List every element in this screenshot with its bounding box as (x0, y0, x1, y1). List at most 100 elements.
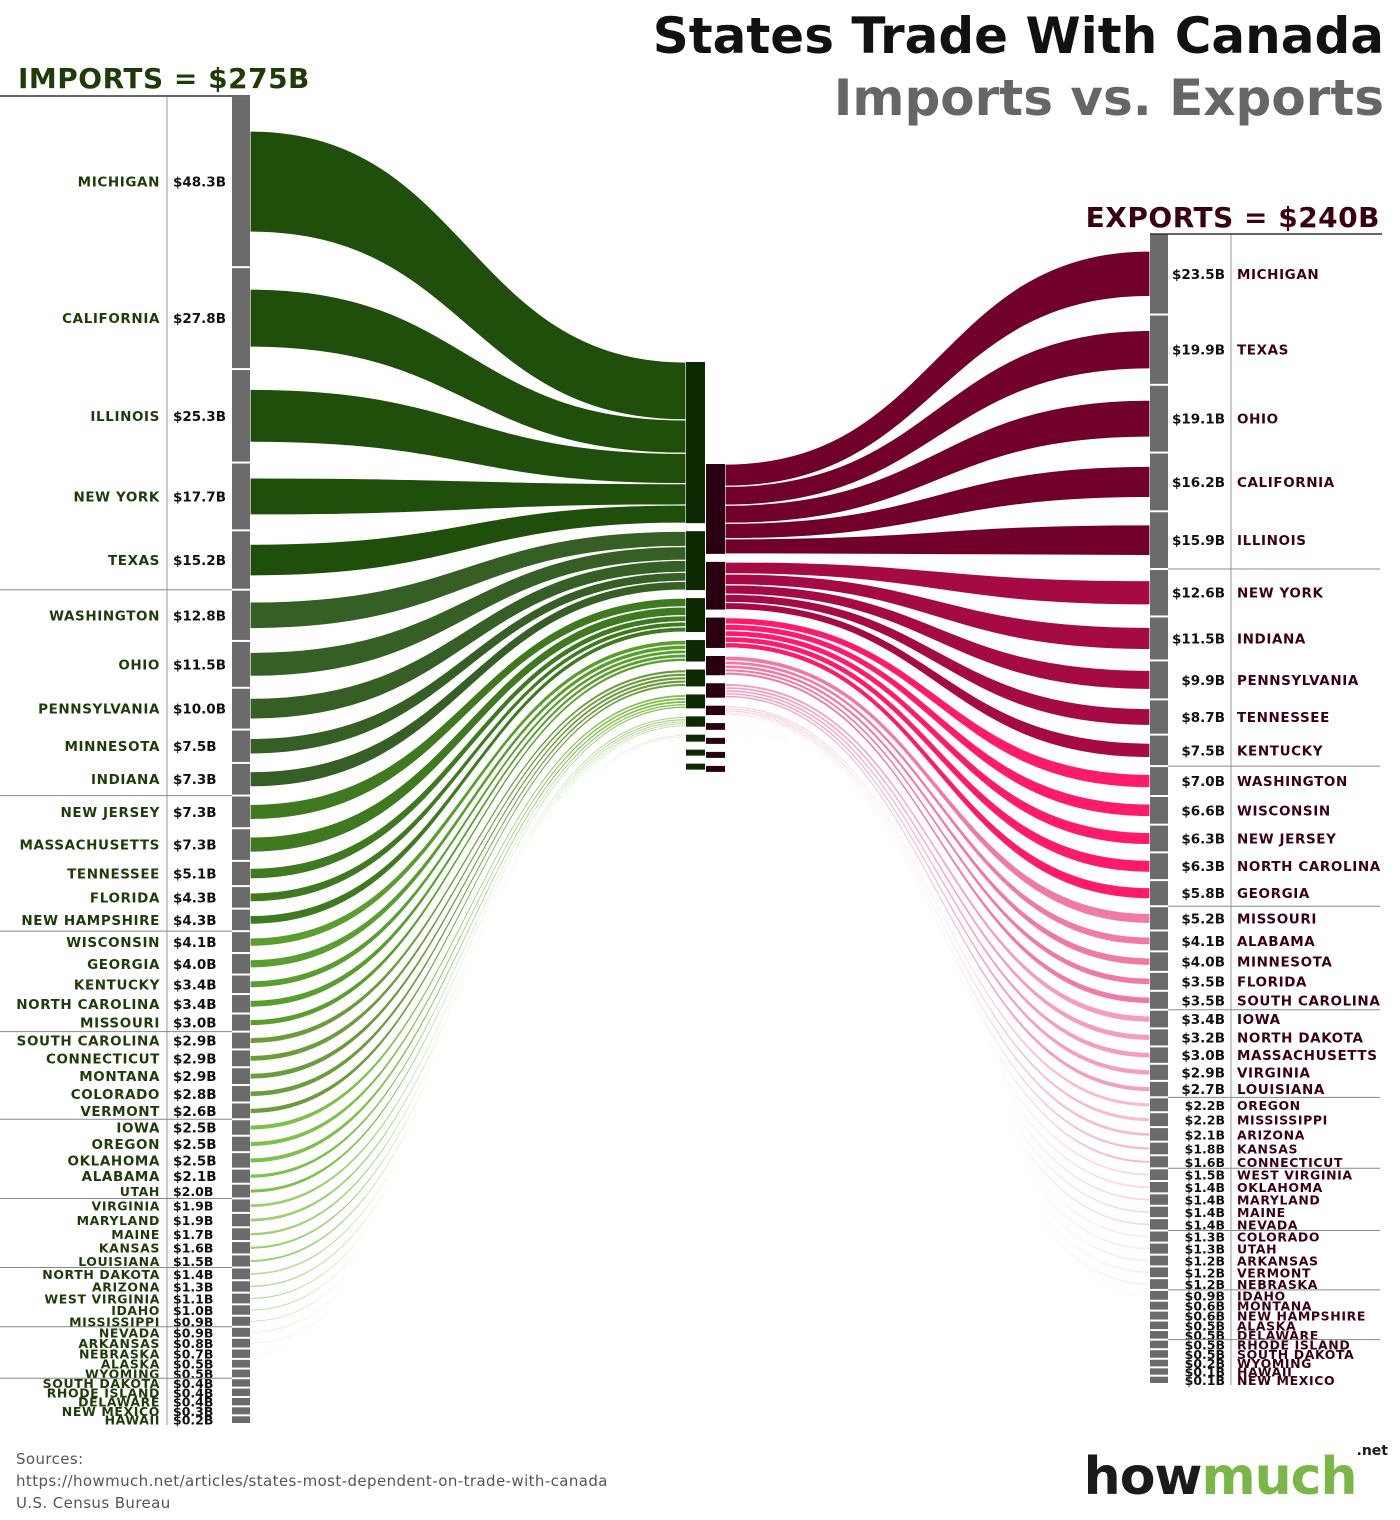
import-value-tennessee: $5.1B (173, 867, 217, 883)
import-state-florida: FLORIDA (90, 890, 160, 906)
import-mid-block-9 (686, 749, 705, 756)
export-state-michigan: MICHIGAN (1237, 267, 1319, 283)
export-state-mississippi: MISSISSIPPI (1237, 1113, 1328, 1128)
import-bar-rhode-island (232, 1388, 250, 1396)
import-bar-louisiana (232, 1255, 250, 1267)
import-bar-new-mexico (232, 1407, 250, 1415)
import-bar-washington (232, 590, 250, 640)
export-bar-maine (1150, 1206, 1168, 1218)
export-bar-georgia (1150, 881, 1168, 906)
import-value-hawaii: $0.2B (173, 1413, 213, 1428)
export-value-mississippi: $2.2B (1185, 1113, 1225, 1128)
export-state-new-hampshire: NEW HAMPSHIRE (1237, 1309, 1366, 1324)
import-value-new-hampshire: $4.3B (173, 913, 217, 929)
export-bar-indiana (1150, 617, 1168, 660)
export-state-rhode-island: RHODE ISLAND (1237, 1337, 1350, 1352)
export-value-california: $16.2B (1172, 475, 1225, 491)
export-state-tennessee: TENNESSEE (1237, 710, 1330, 726)
import-bar-illinois (232, 370, 250, 462)
import-state-new-york: NEW YORK (73, 489, 160, 505)
sources-heading: Sources: (16, 1450, 84, 1468)
export-value-oklahoma: $1.4B (1185, 1180, 1225, 1195)
export-value-maryland: $1.4B (1185, 1193, 1225, 1208)
export-bar-iowa (1150, 1010, 1168, 1028)
import-value-nevada: $0.9B (173, 1325, 213, 1340)
import-state-hawaii: HAWAII (105, 1413, 160, 1428)
export-state-alabama: ALABAMA (1237, 934, 1315, 950)
import-state-new-mexico: NEW MEXICO (62, 1404, 160, 1419)
export-bar-wyoming (1150, 1359, 1168, 1367)
export-value-virginia: $2.9B (1181, 1065, 1225, 1081)
import-state-wyoming: WYOMING (85, 1366, 160, 1381)
export-mid-block-5 (706, 683, 725, 698)
export-bar-alaska (1150, 1321, 1168, 1330)
export-state-pennsylvania: PENNSYLVANIA (1237, 673, 1359, 689)
import-value-wyoming: $0.5B (173, 1366, 213, 1381)
export-value-hawaii: $0.1B (1185, 1365, 1225, 1380)
import-value-new-york: $17.7B (173, 489, 226, 505)
import-flow-missouri (249, 657, 687, 1027)
export-value-montana: $0.6B (1185, 1299, 1225, 1314)
import-bar-massachusetts (232, 829, 250, 860)
import-state-alaska: ALASKA (101, 1357, 160, 1372)
import-value-nebraska: $0.7B (173, 1347, 213, 1362)
import-bar-florida (232, 887, 250, 908)
export-value-pennsylvania: $9.9B (1181, 673, 1225, 689)
import-value-new-mexico: $0.3B (173, 1404, 213, 1419)
import-bar-alabama (232, 1169, 250, 1183)
import-value-massachusetts: $7.3B (173, 838, 217, 854)
export-value-louisiana: $2.7B (1181, 1082, 1225, 1098)
import-bar-iowa (232, 1120, 250, 1135)
export-value-illinois: $15.9B (1172, 533, 1225, 549)
import-value-michigan: $48.3B (173, 175, 226, 191)
import-value-oklahoma: $2.5B (173, 1153, 217, 1169)
export-value-arizona: $2.1B (1185, 1127, 1225, 1142)
import-value-washington: $12.8B (173, 608, 226, 624)
import-bar-minnesota (232, 730, 250, 762)
export-bar-south-dakota (1150, 1350, 1168, 1358)
import-state-nevada: NEVADA (99, 1325, 160, 1340)
export-state-nevada: NEVADA (1237, 1217, 1298, 1232)
import-state-massachusetts: MASSACHUSETTS (19, 838, 160, 854)
import-state-texas: TEXAS (108, 553, 160, 569)
export-state-texas: TEXAS (1237, 343, 1289, 359)
source-agency: U.S. Census Bureau (16, 1494, 171, 1512)
source-url: https://howmuch.net/articles/states-most… (16, 1472, 608, 1490)
import-value-south-dakota: $0.4B (173, 1376, 213, 1391)
export-value-michigan: $23.5B (1172, 267, 1225, 283)
import-bar-kansas (232, 1242, 250, 1254)
import-bar-wisconsin (232, 932, 250, 953)
import-state-maine: MAINE (111, 1227, 160, 1242)
import-mid-block-8 (686, 734, 705, 742)
export-mid-block-2 (706, 561, 725, 610)
export-bar-colorado (1150, 1231, 1168, 1242)
export-value-new-hampshire: $0.6B (1185, 1309, 1225, 1324)
import-state-arizona: ARIZONA (92, 1279, 160, 1294)
export-value-new-mexico: $0.1B (1185, 1373, 1225, 1388)
export-bar-vermont (1150, 1267, 1168, 1278)
import-bar-connecticut (232, 1050, 250, 1067)
import-bar-new-jersey (232, 796, 250, 828)
export-state-utah: UTAH (1237, 1242, 1277, 1257)
export-value-new-york: $12.6B (1172, 586, 1225, 602)
import-state-illinois: ILLINOIS (90, 409, 160, 425)
chart-title: States Trade With Canada (652, 7, 1384, 65)
import-value-new-jersey: $7.3B (173, 805, 217, 821)
import-state-iowa: IOWA (116, 1120, 160, 1136)
export-state-florida: FLORIDA (1237, 974, 1307, 990)
import-bar-new-york (232, 463, 250, 530)
import-bar-california (232, 268, 250, 369)
import-value-rhode-island: $0.4B (173, 1385, 213, 1400)
import-state-pennsylvania: PENNSYLVANIA (38, 702, 160, 718)
export-bar-utah (1150, 1243, 1168, 1254)
import-state-montana: MONTANA (79, 1069, 160, 1085)
export-mid-block-3 (706, 617, 725, 648)
export-value-maine: $1.4B (1185, 1205, 1225, 1220)
import-state-tennessee: TENNESSEE (67, 867, 160, 883)
import-state-vermont: VERMONT (80, 1104, 160, 1120)
import-value-florida: $4.3B (173, 890, 217, 906)
import-value-missouri: $3.0B (173, 1016, 217, 1032)
export-bar-oklahoma (1150, 1181, 1168, 1193)
export-value-colorado: $1.3B (1185, 1230, 1225, 1245)
import-bar-colorado (232, 1086, 250, 1102)
